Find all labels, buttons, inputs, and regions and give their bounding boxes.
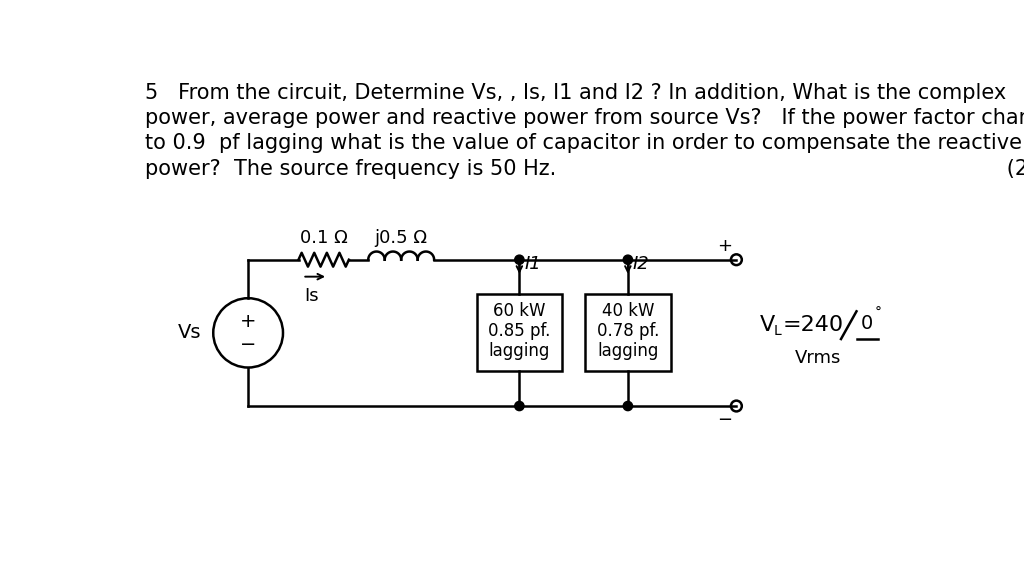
Text: V: V — [760, 315, 775, 335]
Text: power, average power and reactive power from source Vs?   If the power factor ch: power, average power and reactive power … — [145, 108, 1024, 128]
Circle shape — [624, 402, 633, 411]
Text: Vs: Vs — [178, 323, 202, 343]
Circle shape — [515, 255, 524, 264]
Text: −: − — [717, 411, 732, 429]
Text: 5   From the circuit, Determine Vs, , Is, I1 and I2 ? In addition, What is the c: 5 From the circuit, Determine Vs, , Is, … — [145, 83, 1007, 103]
Circle shape — [624, 255, 633, 264]
Text: power?  The source frequency is 50 Hz.                                          : power? The source frequency is 50 Hz. — [145, 159, 1024, 179]
Text: L: L — [773, 324, 781, 338]
Text: I2: I2 — [633, 256, 649, 273]
Text: 0: 0 — [860, 314, 872, 333]
Text: 40 kW: 40 kW — [602, 303, 654, 320]
Text: °: ° — [874, 306, 882, 320]
FancyBboxPatch shape — [477, 295, 562, 371]
Circle shape — [515, 402, 524, 411]
Text: +: + — [717, 237, 732, 255]
Text: 0.85 pf.: 0.85 pf. — [488, 323, 551, 340]
Text: 60 kW: 60 kW — [494, 303, 546, 320]
Text: −: − — [240, 335, 256, 354]
Text: +: + — [240, 312, 256, 331]
Text: lagging: lagging — [488, 342, 550, 360]
Text: 0.1 Ω: 0.1 Ω — [300, 229, 347, 248]
FancyBboxPatch shape — [586, 295, 671, 371]
Text: to 0.9  pf lagging what is the value of capacitor in order to compensate the rea: to 0.9 pf lagging what is the value of c… — [145, 134, 1022, 154]
Text: Is: Is — [304, 288, 318, 305]
Text: j0.5 Ω: j0.5 Ω — [375, 229, 428, 248]
Text: =240: =240 — [783, 315, 844, 335]
Text: I1: I1 — [524, 256, 541, 273]
Text: Vrms: Vrms — [795, 348, 841, 367]
Text: 0.78 pf.: 0.78 pf. — [597, 323, 659, 340]
Text: lagging: lagging — [597, 342, 658, 360]
